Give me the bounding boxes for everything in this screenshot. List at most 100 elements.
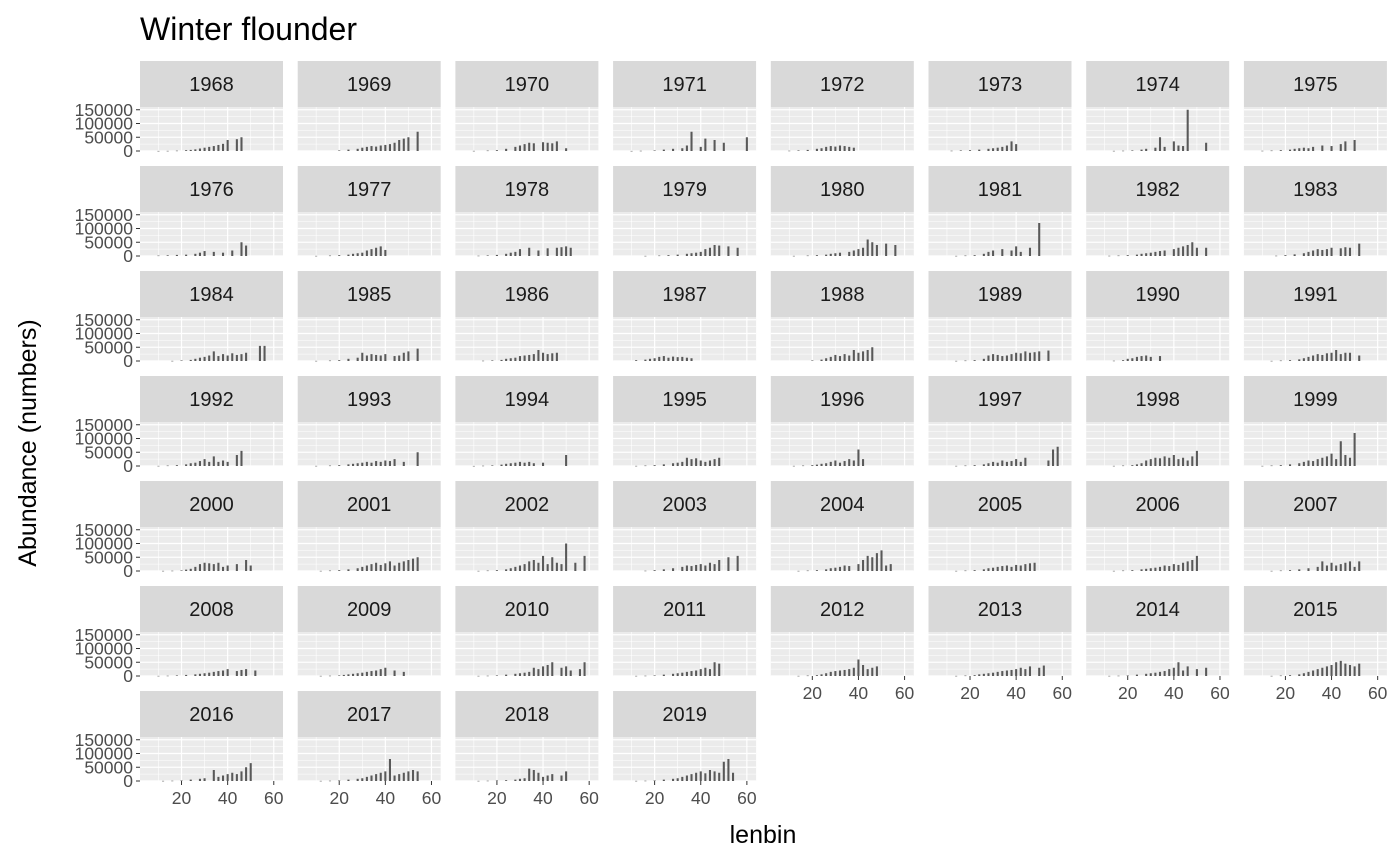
bar <box>514 146 517 151</box>
bar <box>157 150 160 152</box>
bar <box>681 356 684 361</box>
bar <box>1321 667 1324 676</box>
bar <box>1145 148 1148 151</box>
bar <box>987 355 990 361</box>
facet-strip <box>455 271 599 317</box>
bar <box>829 253 832 256</box>
bar <box>221 566 225 571</box>
bar <box>815 255 818 256</box>
bar <box>352 463 355 466</box>
x-tick-label: 40 <box>533 788 553 808</box>
bar <box>1288 360 1292 361</box>
bar <box>532 560 535 571</box>
bar <box>356 253 359 256</box>
x-tick-label: 60 <box>1368 683 1388 703</box>
bar <box>1344 141 1347 151</box>
bar <box>240 669 243 676</box>
bar <box>379 772 382 781</box>
bar <box>402 772 405 781</box>
bar <box>982 253 985 256</box>
bar <box>1010 669 1013 676</box>
bar <box>644 359 647 361</box>
bar <box>194 253 197 256</box>
x-tick-label: 20 <box>487 788 507 808</box>
bar <box>203 562 206 571</box>
bar <box>802 465 805 467</box>
bar <box>704 461 707 466</box>
bar <box>514 673 517 676</box>
bar <box>964 360 967 362</box>
bar <box>1149 673 1152 676</box>
bar <box>1019 353 1022 361</box>
bar <box>857 564 860 571</box>
bar <box>523 564 526 571</box>
bar <box>996 671 999 676</box>
bar <box>834 146 837 151</box>
bar <box>505 148 508 151</box>
bar <box>245 352 248 361</box>
bar <box>1339 144 1342 151</box>
bar <box>964 465 967 467</box>
bar <box>565 148 568 151</box>
bar <box>407 137 410 151</box>
bar <box>889 564 892 571</box>
y-tick-label: 100000 <box>75 744 134 764</box>
y-tick-label: 0 <box>123 141 133 161</box>
bar <box>555 141 558 151</box>
bar <box>825 673 828 676</box>
bar <box>370 354 373 361</box>
y-tick-label: 50000 <box>84 337 133 357</box>
bar <box>416 452 419 466</box>
facet-strip-label: 1971 <box>662 74 707 96</box>
bar <box>328 255 332 257</box>
bar <box>1005 145 1008 151</box>
bar <box>718 245 721 256</box>
bar <box>1158 671 1162 676</box>
bar <box>407 560 410 571</box>
facet-strip-label: 2019 <box>662 704 707 726</box>
y-tick-label: 0 <box>123 561 133 581</box>
bar <box>375 146 378 151</box>
bar <box>416 348 419 361</box>
facet-strip <box>455 691 599 737</box>
bar <box>1191 560 1194 571</box>
bar <box>978 149 981 151</box>
bar <box>1288 464 1292 466</box>
bar <box>198 148 202 151</box>
bar <box>644 465 647 467</box>
panel-background <box>770 317 914 361</box>
panel-background <box>770 422 914 466</box>
bar <box>676 462 679 466</box>
facet-strip <box>613 376 757 422</box>
bar <box>1028 666 1032 676</box>
bar <box>379 355 382 361</box>
bar <box>1140 253 1143 256</box>
bar <box>356 778 359 781</box>
bar <box>1019 251 1022 256</box>
facet-panel-1977: 1977 <box>297 166 441 257</box>
bar <box>189 149 192 151</box>
facet-strip-label: 1990 <box>1135 284 1180 306</box>
facet-strip-label: 1972 <box>820 74 865 96</box>
bar <box>361 462 364 466</box>
bar <box>532 770 535 781</box>
bar <box>194 674 197 676</box>
bar <box>217 562 220 571</box>
bar <box>1047 460 1050 466</box>
bar <box>820 359 823 361</box>
bar <box>672 356 675 361</box>
bar <box>505 358 508 361</box>
bar <box>565 246 568 256</box>
bar <box>254 670 257 676</box>
facet-panel-1989: 1989 <box>928 271 1072 362</box>
facet-strip <box>770 586 914 632</box>
bar <box>1038 351 1041 361</box>
bar <box>672 568 675 571</box>
facet-strip-label: 1975 <box>1293 74 1338 96</box>
panel-background <box>613 527 757 571</box>
bar <box>537 669 540 676</box>
bar <box>393 670 396 676</box>
bar <box>825 146 828 151</box>
